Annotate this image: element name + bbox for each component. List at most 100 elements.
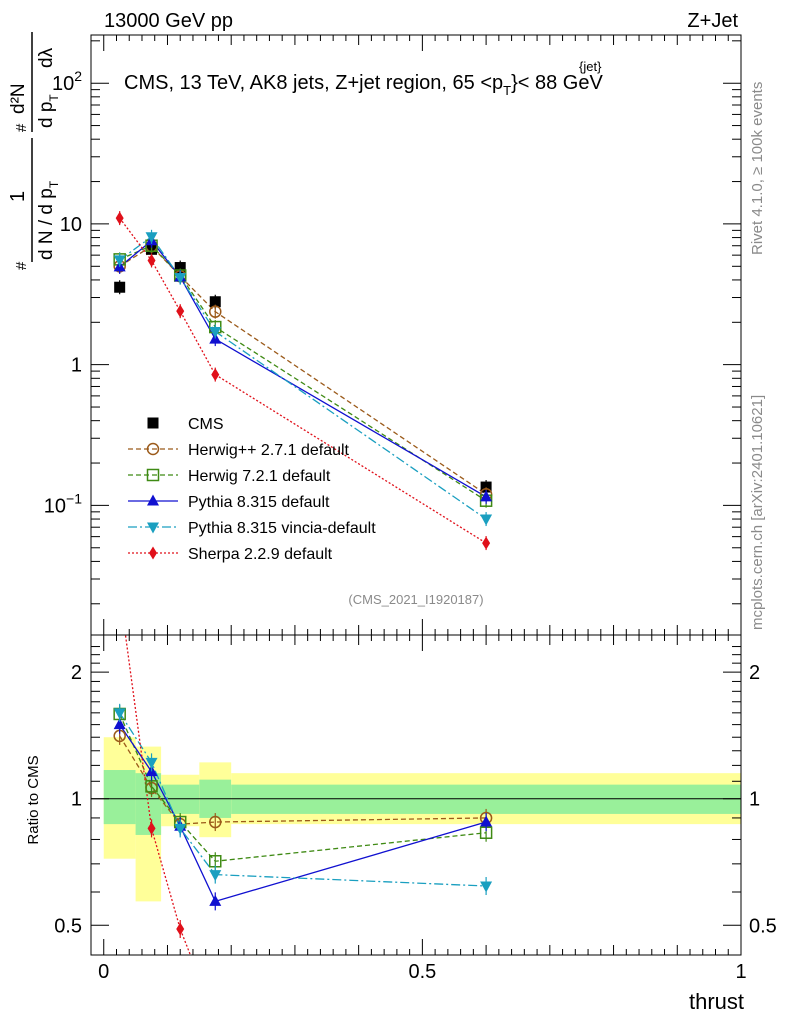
ratio-y-tick-label-left: 2: [71, 662, 82, 684]
data-point: [482, 536, 491, 550]
data-point: [209, 327, 222, 339]
main-frame: [90, 34, 742, 636]
ratio-point: [145, 757, 158, 769]
data-point: [145, 232, 158, 244]
ratio-point: [113, 708, 126, 720]
ratio-point: [147, 821, 156, 835]
uncertainty-band-green: [103, 770, 136, 825]
uncertainty-band-green: [161, 784, 200, 814]
plot-title: CMS, 13 TeV, AK8 jets, Z+jet region, 65 …: [124, 72, 603, 98]
data-point: [209, 296, 221, 308]
legend: CMS Herwig++ 2.7.1 default Herwig 7.2.1 de…: [128, 416, 376, 563]
x-tick-label: 0: [98, 961, 109, 983]
y-tick-exponent: 2: [74, 68, 82, 84]
data-point: [209, 305, 222, 318]
title-prefix: CMS, 13 TeV, AK8 jets, Z+jet region, 65 …: [124, 72, 503, 94]
rivet-version-label: Rivet 4.1.0, ≥ 100k events: [749, 82, 766, 255]
ylabel-hash2: #: [13, 123, 30, 132]
ratio-point: [209, 815, 222, 829]
data-point: [176, 304, 185, 318]
main-series-markers: [113, 211, 493, 551]
ylabel-one: 1: [7, 191, 29, 202]
ratio-series-markers: [113, 586, 493, 1024]
main-y-tick-label: 10−1: [44, 490, 82, 517]
legend-marker: [146, 468, 160, 482]
y-tick-base: 10: [44, 495, 66, 517]
ratio-point: [209, 870, 222, 882]
ratio-point: [480, 881, 493, 893]
ratio-y-tick-label-right: 0.5: [749, 915, 777, 937]
title-sup: {jet}: [579, 59, 602, 74]
data-point: [480, 481, 492, 493]
data-point: [480, 490, 493, 502]
y-tick-base: 1: [71, 355, 82, 377]
ratio-point: [482, 960, 490, 973]
data-point: [147, 253, 156, 267]
series-line-1: [119, 245, 487, 495]
mcplots-label: mcplots.cern.ch [arXiv:2401.10621]: [749, 395, 766, 630]
legend-label: Herwig++ 2.7.1 default: [188, 442, 350, 459]
ratio-line-3: [119, 712, 487, 887]
x-tick-label: 1: [735, 961, 746, 983]
data-point: [480, 514, 493, 526]
ratio-point: [211, 1012, 219, 1024]
y-tick-base: 10: [60, 214, 82, 236]
y-tick-exponent: −1: [66, 490, 82, 506]
title-sub: T: [503, 83, 511, 98]
ylabel-num2: d pT: [36, 94, 61, 128]
ratio-point: [176, 922, 185, 936]
main-y-tick-label: 102: [52, 68, 82, 95]
data-point: [115, 211, 124, 225]
legend-label: CMS: [188, 416, 224, 433]
ratio-point: [145, 780, 158, 793]
legend-marker: [147, 522, 159, 534]
series-line-2: [119, 244, 487, 502]
legend-marker: [146, 442, 160, 456]
analysis-watermark: (CMS_2021_I1920187): [348, 592, 483, 607]
ratio-y-tick-label-right: 2: [749, 662, 760, 684]
ratio-point: [174, 823, 187, 835]
title-suffix: }< 88 GeV: [511, 72, 603, 94]
ratio-panel: 0.5 0.5 1 1 2 2 0 0.5 1 Ratio to CMS thrust: [25, 586, 777, 1024]
data-point: [174, 262, 186, 274]
legend-label: Herwig 7.2.1 default: [188, 468, 331, 485]
ratio-y-tick-label-left: 0.5: [54, 915, 82, 937]
ylabel-den: d N / d pT: [36, 180, 61, 260]
ratio-point: [116, 586, 124, 599]
ratio-point: [480, 815, 493, 827]
x-axis-label: thrust: [689, 989, 744, 1014]
ratio-frame: [90, 634, 742, 956]
legend-label: Sherpa 2.2.9 default: [188, 546, 333, 563]
ylabel-num: d²N: [8, 83, 29, 114]
x-tick-label: 0.5: [408, 961, 436, 983]
main-y-axis-label: # 1 d N / d pT # d²N d pT dλ: [7, 32, 61, 270]
y-tick-base: 10: [52, 73, 74, 95]
legend-label: Pythia 8.315 vincia-default: [188, 520, 376, 537]
ratio-point: [209, 894, 222, 906]
ratio-y-tick-label-right: 1: [749, 789, 760, 811]
ratio-uncertainty-bands: [91, 737, 741, 902]
main-y-tick-label: 10: [60, 214, 82, 236]
data-point: [174, 273, 187, 285]
legend-label: Pythia 8.315 default: [188, 494, 330, 511]
legend-marker: [147, 494, 159, 506]
header-right: Z+Jet: [687, 10, 738, 32]
ratio-point: [113, 718, 126, 730]
data-point: [114, 281, 126, 293]
legend-marker: [147, 417, 159, 429]
main-x-ticks: [103, 35, 742, 635]
ratio-x-ticks: [103, 635, 742, 955]
ratio-y-axis-label: Ratio to CMS: [25, 755, 42, 844]
ylabel-hash1: #: [13, 261, 30, 270]
ratio-y-ticks: 0.5 0.5 1 1 2 2 0 0.5 1: [54, 646, 777, 983]
ylabel-lam: dλ: [36, 47, 57, 68]
main-y-tick-label: 1: [71, 355, 82, 377]
data-point: [113, 255, 126, 267]
legend-marker: [149, 546, 157, 560]
data-point: [211, 368, 220, 382]
header-left: 13000 GeV pp: [104, 10, 233, 32]
ratio-y-tick-label-left: 1: [71, 789, 82, 811]
